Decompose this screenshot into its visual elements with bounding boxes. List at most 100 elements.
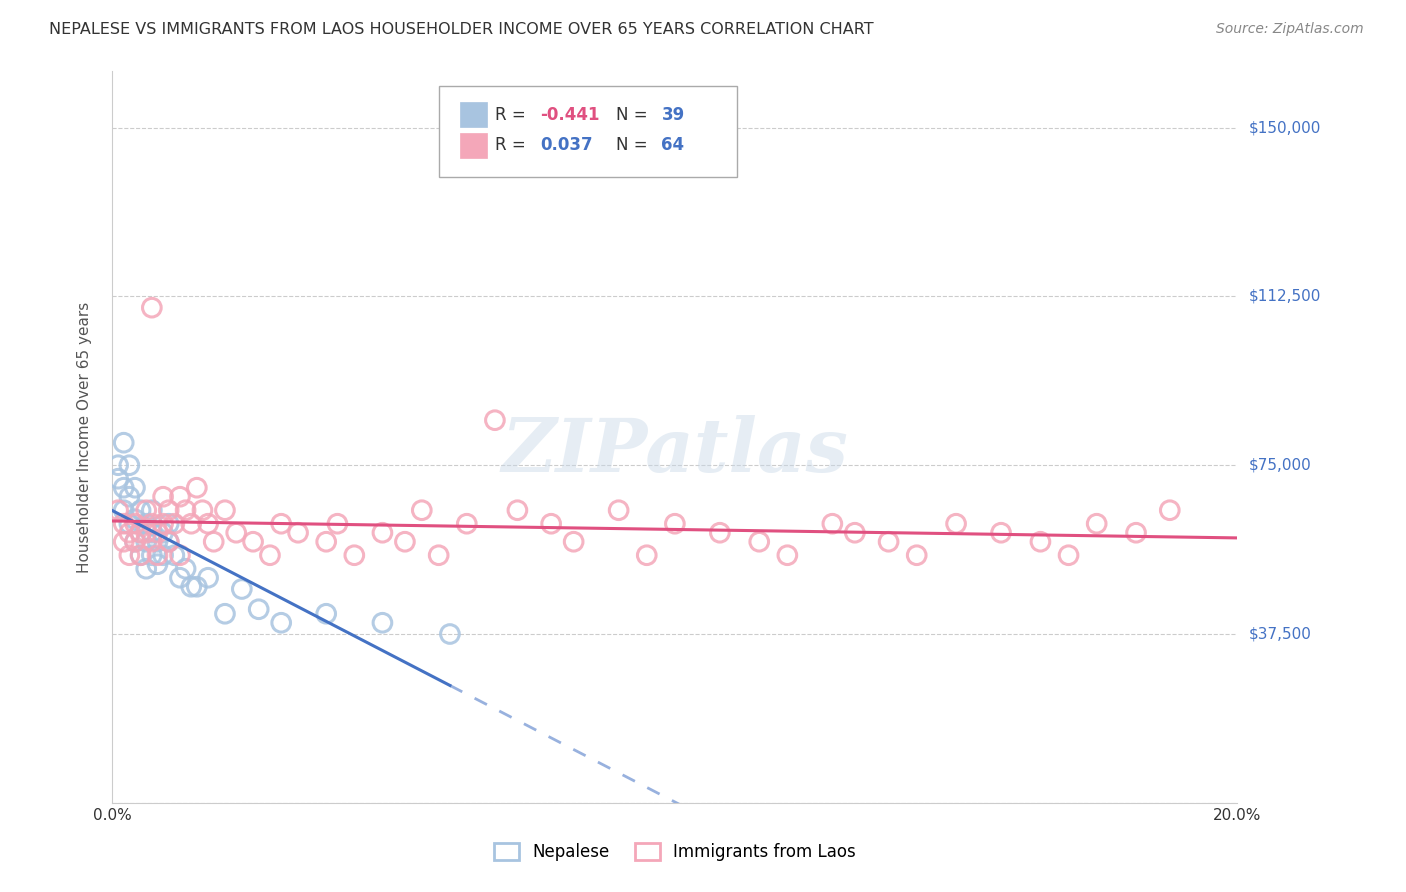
Point	[112, 534, 135, 549]
Text: N =: N =	[616, 136, 654, 154]
Point	[315, 607, 337, 621]
Point	[112, 481, 135, 495]
Point	[157, 534, 180, 549]
Point	[270, 615, 292, 630]
FancyBboxPatch shape	[460, 133, 486, 158]
Text: 0.037: 0.037	[540, 136, 592, 154]
Point	[129, 548, 152, 562]
Point	[821, 516, 844, 531]
Point	[1085, 516, 1108, 531]
Legend: Nepalese, Immigrants from Laos: Nepalese, Immigrants from Laos	[488, 836, 862, 868]
Point	[118, 458, 141, 473]
Point	[562, 534, 585, 549]
Point	[141, 503, 163, 517]
Point	[636, 548, 658, 562]
Point	[152, 525, 174, 540]
Text: $37,500: $37,500	[1249, 626, 1312, 641]
Point	[157, 516, 180, 531]
Text: 39: 39	[661, 105, 685, 123]
FancyBboxPatch shape	[460, 102, 486, 127]
Text: $150,000: $150,000	[1249, 120, 1320, 135]
Point	[169, 490, 191, 504]
Point	[169, 548, 191, 562]
Point	[607, 503, 630, 517]
Point	[141, 548, 163, 562]
Point	[118, 525, 141, 540]
Point	[107, 503, 129, 517]
Point	[135, 525, 157, 540]
Point	[118, 516, 141, 531]
Point	[456, 516, 478, 531]
Point	[118, 490, 141, 504]
FancyBboxPatch shape	[439, 86, 737, 178]
Point	[129, 525, 152, 540]
Point	[141, 301, 163, 315]
Point	[270, 516, 292, 531]
Point	[197, 516, 219, 531]
Point	[242, 534, 264, 549]
Point	[1057, 548, 1080, 562]
Point	[214, 607, 236, 621]
Point	[141, 534, 163, 549]
Point	[197, 571, 219, 585]
Point	[135, 562, 157, 576]
Point	[186, 580, 208, 594]
Point	[1125, 525, 1147, 540]
Point	[174, 562, 197, 576]
Point	[287, 525, 309, 540]
Point	[343, 548, 366, 562]
Point	[124, 534, 146, 549]
Point	[371, 615, 394, 630]
Text: $75,000: $75,000	[1249, 458, 1312, 473]
Point	[1159, 503, 1181, 517]
Text: NEPALESE VS IMMIGRANTS FROM LAOS HOUSEHOLDER INCOME OVER 65 YEARS CORRELATION CH: NEPALESE VS IMMIGRANTS FROM LAOS HOUSEHO…	[49, 22, 875, 37]
Point	[112, 503, 135, 517]
Point	[124, 512, 146, 526]
Point	[191, 503, 214, 517]
Point	[1029, 534, 1052, 549]
Point	[844, 525, 866, 540]
Point	[371, 525, 394, 540]
Y-axis label: Householder Income Over 65 years: Householder Income Over 65 years	[77, 301, 91, 573]
Point	[877, 534, 900, 549]
Point	[124, 481, 146, 495]
Point	[124, 534, 146, 549]
Text: R =: R =	[495, 105, 531, 123]
Point	[169, 571, 191, 585]
Point	[163, 548, 186, 562]
Point	[259, 548, 281, 562]
Point	[427, 548, 450, 562]
Point	[152, 516, 174, 531]
Point	[141, 525, 163, 540]
Point	[107, 472, 129, 486]
Point	[186, 481, 208, 495]
Point	[664, 516, 686, 531]
Point	[146, 534, 169, 549]
Point	[180, 580, 202, 594]
Point	[141, 516, 163, 531]
Text: 64: 64	[661, 136, 685, 154]
Point	[439, 627, 461, 641]
Point	[247, 602, 270, 616]
Point	[112, 516, 135, 531]
Point	[129, 525, 152, 540]
Point	[157, 534, 180, 549]
Text: R =: R =	[495, 136, 531, 154]
Point	[484, 413, 506, 427]
Point	[905, 548, 928, 562]
Point	[506, 503, 529, 517]
Point	[146, 525, 169, 540]
Point	[112, 435, 135, 450]
Point	[225, 525, 247, 540]
Point	[748, 534, 770, 549]
Text: Source: ZipAtlas.com: Source: ZipAtlas.com	[1216, 22, 1364, 37]
Point	[152, 490, 174, 504]
Point	[174, 503, 197, 517]
Point	[945, 516, 967, 531]
Point	[776, 548, 799, 562]
Point	[990, 525, 1012, 540]
Point	[135, 503, 157, 517]
Point	[146, 558, 169, 572]
Text: $112,500: $112,500	[1249, 289, 1320, 304]
Point	[135, 534, 157, 549]
